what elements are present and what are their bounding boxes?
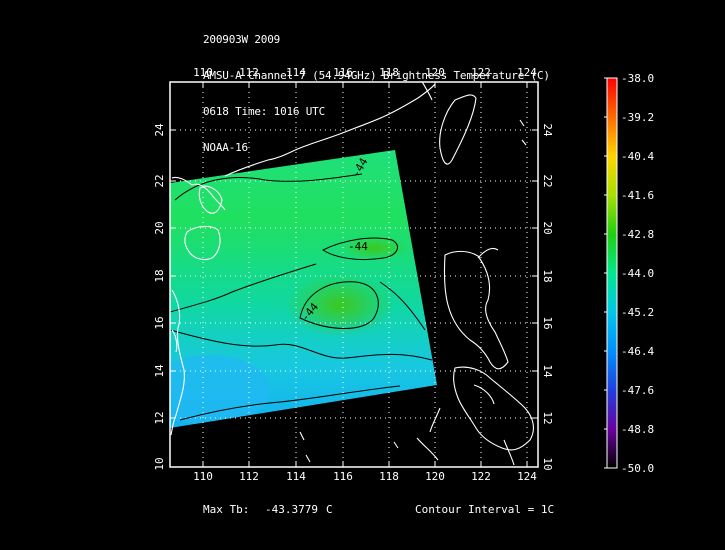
colorbar-label: -48.8	[621, 423, 654, 436]
colorbar-label: -42.8	[621, 228, 654, 241]
title-line-channel: AMSU-A Channel 7 (54.94GHz) Brightness T…	[203, 69, 550, 82]
map-frame	[169, 81, 539, 468]
colorbar-label: -47.6	[621, 384, 654, 397]
lat-tick-label: 12	[153, 411, 166, 424]
lon-tick-label: 124	[517, 66, 537, 79]
lat-tick-label: 12	[541, 411, 554, 424]
lon-tick-label: 110	[193, 66, 213, 79]
max-tb-value: -43.3779	[265, 503, 318, 516]
contour-interval: Contour Interval = 1C	[415, 503, 555, 516]
colorbar-label: -41.6	[621, 189, 654, 202]
colorbar-label: -45.2	[621, 306, 654, 319]
lon-tick-label: 110	[193, 470, 213, 483]
lon-tick-label: 112	[239, 470, 259, 483]
lon-tick-label: 116	[333, 470, 353, 483]
title-line-time: 0618 Time: 1016 UTC	[203, 105, 326, 118]
title-line-storm: 200903W 2009	[203, 33, 281, 46]
lon-tick-label: 114	[286, 66, 306, 79]
lat-labels-left: 10 12 14 16 18 20 22 24	[153, 123, 166, 471]
lat-tick-label: 22	[541, 174, 554, 187]
lat-tick-label: 10	[153, 457, 166, 470]
colorbar-ticks	[604, 77, 607, 469]
colorbar-label: -40.4	[621, 150, 654, 163]
plot-title: 200903W 2009 AMSU-A Channel 7 (54.94GHz)…	[203, 10, 550, 166]
lon-tick-label: 122	[471, 66, 491, 79]
colorbar-label: -46.4	[621, 345, 654, 358]
lat-tick-label: 10	[541, 457, 554, 470]
lon-tick-label: 112	[239, 66, 259, 79]
lat-tick-label: 18	[541, 269, 554, 282]
lat-tick-label: 14	[153, 364, 166, 378]
title-line-satellite: NOAA-16	[203, 141, 248, 154]
max-tb-label: Max Tb:	[203, 503, 250, 516]
lat-tick-label: 16	[153, 316, 166, 329]
lat-tick-label: 24	[541, 123, 554, 137]
lon-tick-label: 118	[379, 470, 399, 483]
colorbar-label: -38.0	[621, 72, 654, 85]
lat-labels-right: 10 12 14 16 18 20 22 24	[541, 123, 554, 470]
lat-lon-grid	[170, 82, 538, 467]
lat-tick-label: 22	[153, 174, 166, 187]
lon-tick-label: 124	[517, 470, 537, 483]
lon-labels-top: 110 112 114 116 118 120 122 124	[193, 66, 537, 79]
colorbar-gradient	[606, 77, 618, 469]
colorbar-label: -44.0	[621, 267, 654, 280]
lat-tick-label: 18	[153, 269, 166, 282]
lon-tick-label: 118	[379, 66, 399, 79]
contour-label: -44	[348, 240, 368, 253]
axis-ticks	[170, 82, 538, 467]
colorbar-label: -39.2	[621, 111, 654, 124]
colorbar: -38.0 -39.2 -40.4 -41.6 -42.8 -44.0 -45.…	[604, 72, 654, 475]
lat-tick-label: 16	[541, 316, 554, 329]
max-tb-unit: C	[326, 503, 333, 516]
lon-tick-label: 120	[425, 66, 445, 79]
lat-tick-label: 14	[541, 364, 554, 378]
lon-tick-label: 120	[425, 470, 445, 483]
lon-labels-bottom: 110 112 114 116 118 120 122 124	[193, 470, 537, 483]
lat-tick-label: 20	[153, 221, 166, 234]
lat-tick-label: 24	[153, 123, 166, 137]
satellite-swath	[170, 150, 437, 428]
lon-tick-label: 122	[471, 470, 491, 483]
lon-tick-label: 116	[333, 66, 353, 79]
colorbar-label: -50.0	[621, 462, 654, 475]
coastlines	[170, 82, 534, 466]
lon-tick-label: 114	[286, 470, 306, 483]
lat-tick-label: 20	[541, 221, 554, 234]
